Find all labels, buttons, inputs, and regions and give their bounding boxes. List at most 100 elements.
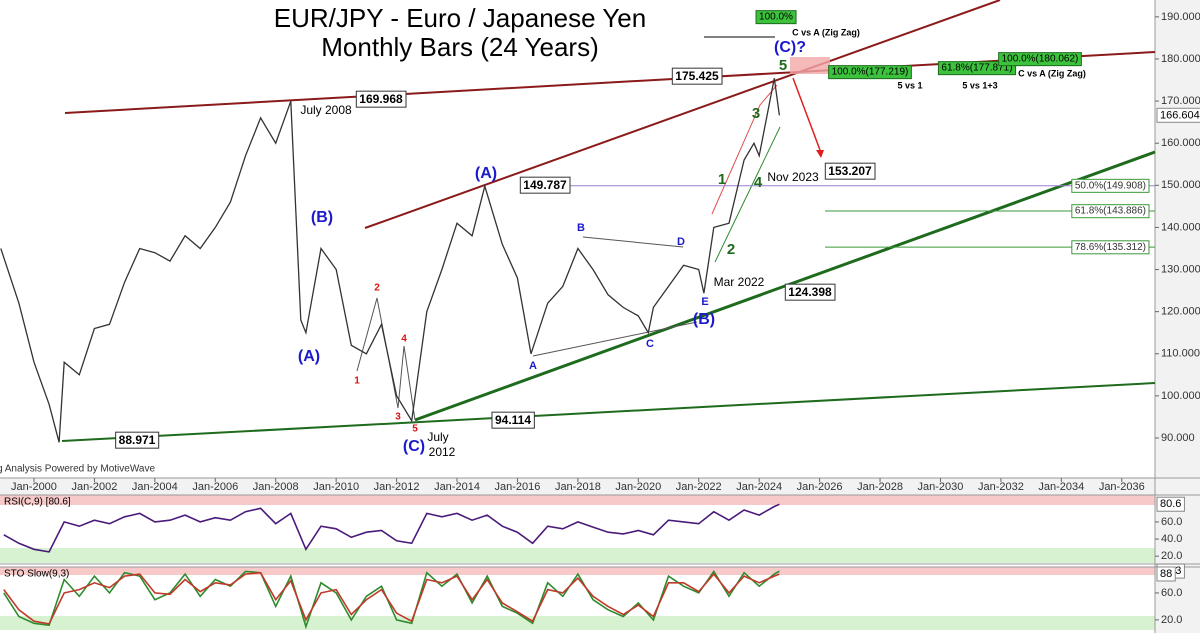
x-tick-label: Jan-2026 (797, 481, 843, 493)
annotation: 2 (374, 283, 380, 294)
wave-line (714, 126, 781, 263)
annotation: 4 (754, 174, 763, 191)
annotation: 100.0%(180.062) (1002, 54, 1079, 65)
annotation: A (529, 360, 537, 372)
label-box (1071, 240, 1150, 255)
trendline (364, 0, 1001, 229)
x-tick-label: Jan-2016 (495, 481, 541, 493)
series-line (3, 571, 780, 625)
y-tick-label: 90.000 (1161, 432, 1195, 444)
y-tick-label: 140.000 (1161, 221, 1200, 233)
wave-line (711, 84, 778, 215)
annotation: (C)? (774, 39, 806, 56)
overbought-band (0, 567, 1155, 575)
x-tick-label: Jan-2018 (555, 481, 601, 493)
y-tick-label: 60.0 (1161, 516, 1182, 528)
arrow-head (816, 150, 824, 158)
annotation: C vs A (Zig Zag) (792, 27, 860, 37)
label-box (755, 10, 797, 25)
y-tick-label: 160.000 (1161, 137, 1200, 149)
annotation: 1 (718, 171, 726, 188)
x-tick-label: Jan-2028 (857, 481, 903, 493)
annotation: (B) (311, 209, 333, 226)
label-box (115, 431, 160, 449)
last-value-label: 166.604 (1160, 109, 1200, 121)
y-tick-label: 130.000 (1161, 263, 1200, 275)
annotation: C vs A (Zig Zag) (1018, 68, 1086, 78)
y-tick-label: 170.000 (1161, 95, 1200, 107)
annotation: 1 (354, 376, 360, 387)
annotation: 2 (727, 241, 735, 258)
target-zone (790, 57, 830, 74)
x-tick-label: Jan-2010 (313, 481, 359, 493)
x-tick-label: Jan-2002 (71, 481, 117, 493)
annotation: 5 vs 1+3 (962, 80, 997, 90)
trendline (61, 382, 1156, 442)
fib-label: 50.0%(149.908) (1075, 180, 1146, 191)
y-tick-label: 20.0 (1161, 614, 1182, 626)
annotation: 61.8%(177.871) (941, 63, 1012, 74)
label-box (1156, 566, 1176, 582)
label-box (1071, 178, 1150, 193)
y-tick-label: 100.000 (1161, 390, 1200, 402)
annotation: (A) (475, 165, 497, 182)
label-box (671, 67, 723, 85)
y-tick-label: 190.000 (1161, 11, 1200, 23)
x-tick-label: Jan-2008 (253, 481, 299, 493)
label-box (1156, 496, 1185, 512)
wave-line (582, 236, 684, 248)
annotation: Mar 2022 (714, 275, 765, 289)
x-tick-label: Jan-2030 (918, 481, 964, 493)
x-tick-label: Jan-2012 (374, 481, 420, 493)
annotation: 3 (752, 105, 760, 122)
label-box (355, 90, 407, 108)
x-tick-label: Jan-2000 (11, 481, 57, 493)
overbought-band (0, 495, 1155, 505)
annotation: July (427, 430, 448, 444)
date-axis-background (0, 478, 1155, 495)
annotation: 5 vs 1 (897, 80, 922, 90)
x-tick-label: Jan-2022 (676, 481, 722, 493)
projection-arrow (792, 77, 821, 151)
y-tick-label: 180.000 (1161, 53, 1200, 65)
x-tick-label: Jan-2006 (192, 481, 238, 493)
x-tick-label: Jan-2036 (1099, 481, 1145, 493)
annotation: E (701, 296, 708, 308)
annotation: C (646, 338, 654, 350)
wave-line (356, 297, 416, 421)
annotation: 153.207 (828, 164, 872, 178)
label-box (519, 176, 571, 194)
oversold-band (0, 548, 1155, 563)
x-tick-label: Jan-2014 (434, 481, 480, 493)
annotation: 94.114 (495, 413, 531, 427)
annotation: (C) (403, 438, 425, 455)
fib-label: 78.6%(135.312) (1075, 242, 1146, 253)
annotation: 3 (395, 412, 401, 423)
label-box (824, 162, 876, 180)
label-box (491, 411, 535, 429)
label-box (1071, 204, 1150, 219)
annotation: (A) (298, 348, 320, 365)
annotation: B (577, 222, 585, 234)
x-tick-label: Jan-2034 (1038, 481, 1084, 493)
credit: Trading Analysis Powered by MotiveWave (0, 464, 155, 475)
x-tick-label: Jan-2032 (978, 481, 1024, 493)
y-tick-label: 60.0 (1161, 587, 1182, 599)
label-box (828, 65, 912, 80)
label-box (1156, 107, 1200, 123)
annotation: 175.425 (675, 69, 719, 83)
x-tick-label: Jan-2024 (736, 481, 782, 493)
y-tick-label: 110.000 (1161, 348, 1200, 360)
annotation: Nov 2023 (767, 170, 819, 184)
y-tick-label: 40.0 (1161, 533, 1182, 545)
chart-subtitle: Monthly Bars (24 Years) (321, 32, 598, 62)
y-tick-label: 120.000 (1161, 306, 1200, 318)
last-value-label: 88 (1160, 568, 1172, 580)
annotation: 100.0% (759, 12, 793, 23)
annotation: 2012 (429, 445, 456, 459)
label-box (937, 61, 1017, 76)
label-box (998, 52, 1082, 67)
annotation: 149.787 (523, 178, 567, 192)
annotation: 88.971 (119, 433, 156, 447)
